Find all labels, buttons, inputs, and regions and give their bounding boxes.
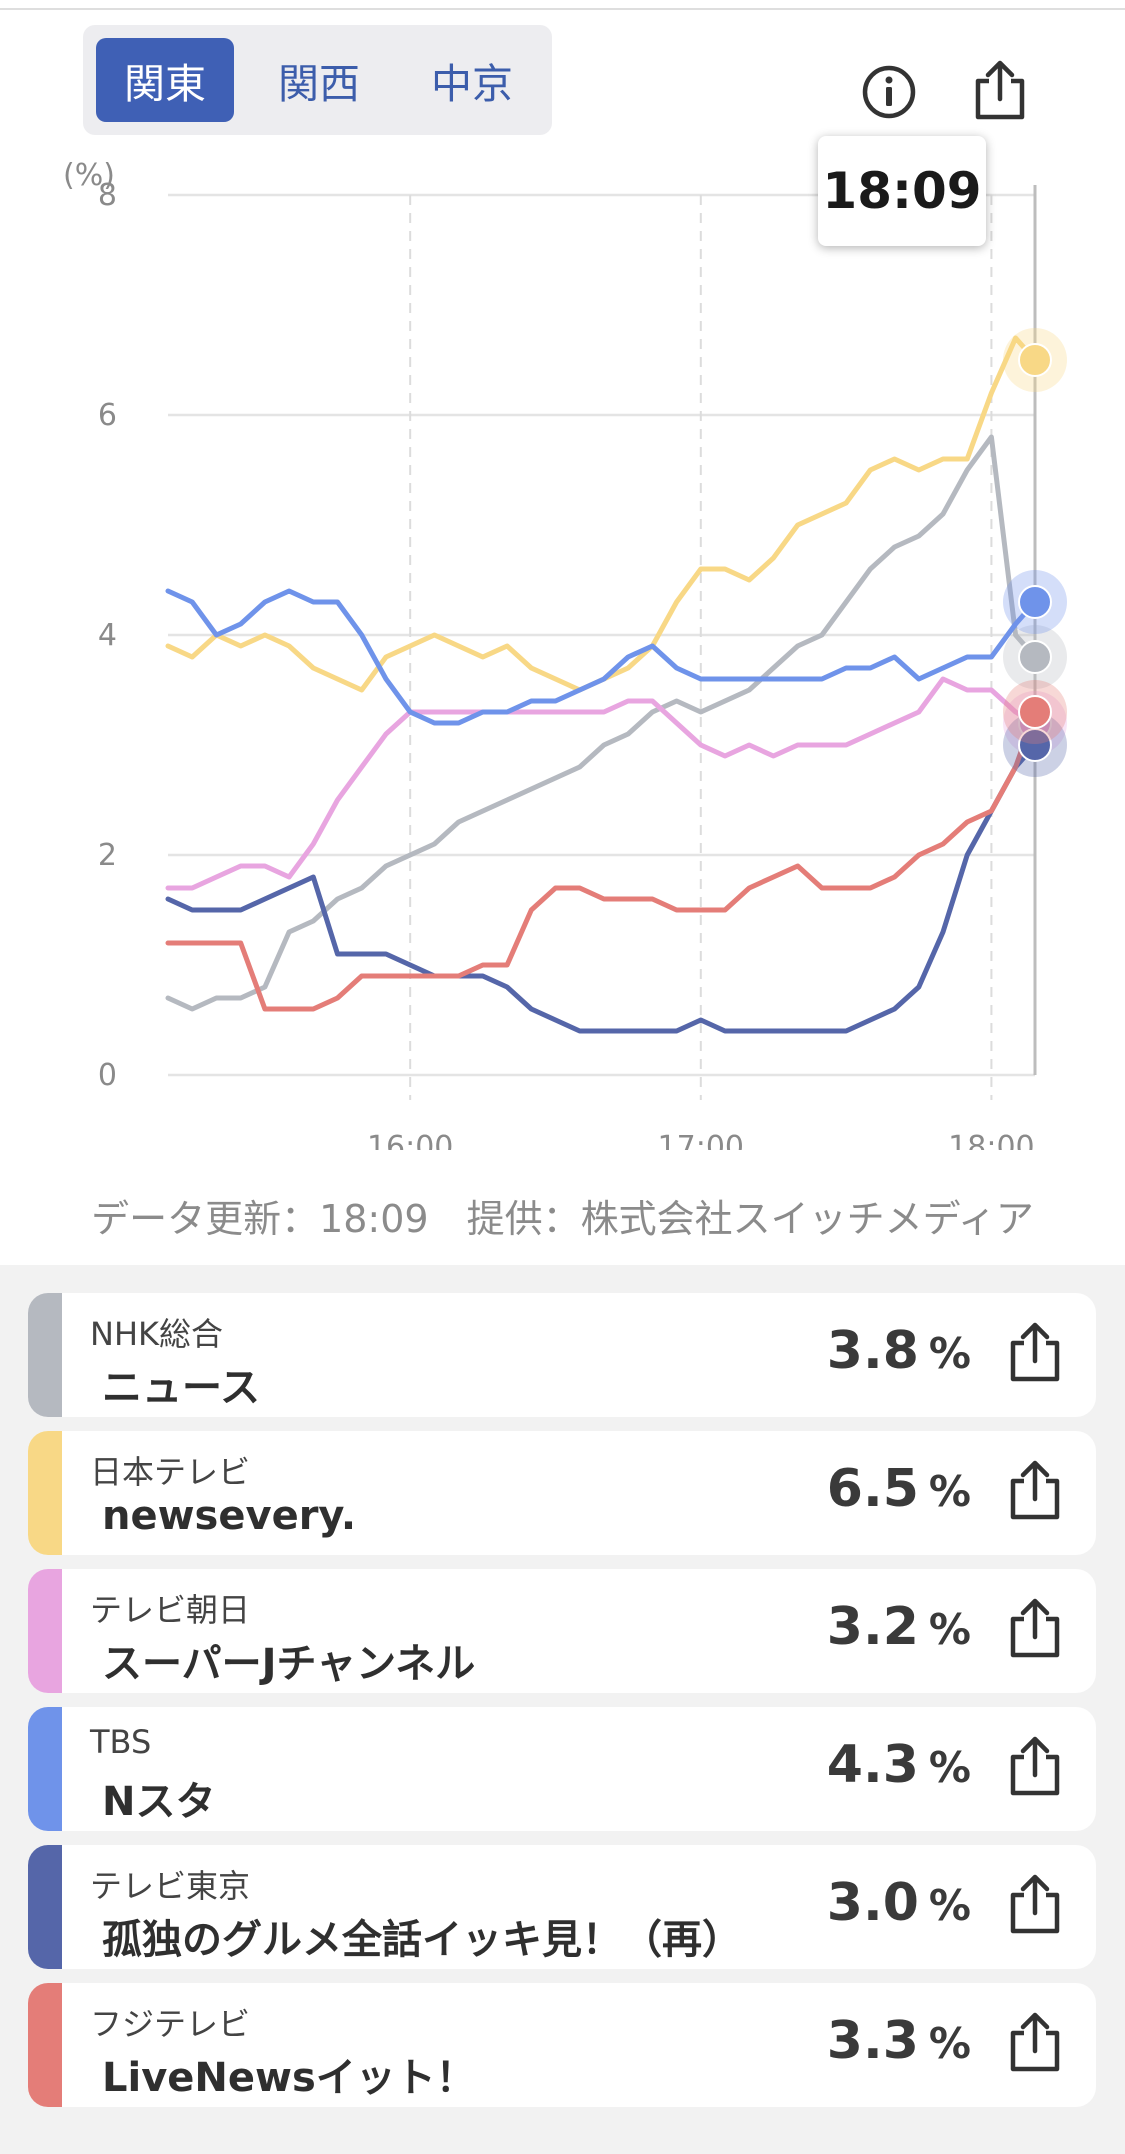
x-tick-label: 16:00 bbox=[367, 1130, 453, 1150]
rating-value: 3.0% bbox=[826, 1873, 971, 1933]
channel-name: フジテレビ bbox=[90, 2005, 251, 2043]
channel-card-nhk[interactable]: NHK総合 ニュース 3.8% bbox=[28, 1293, 1096, 1417]
share-icon[interactable] bbox=[1000, 1455, 1070, 1525]
channel-card-ntv[interactable]: 日本テレビ newsevery. 6.5% bbox=[28, 1431, 1096, 1555]
tab-chukyo[interactable]: 中京 bbox=[431, 60, 513, 108]
y-tick-label: 4 bbox=[98, 618, 117, 653]
channel-color-bar bbox=[28, 1293, 62, 1417]
series-end-point bbox=[1018, 343, 1052, 377]
series-line bbox=[165, 709, 1038, 1012]
series-line bbox=[165, 335, 1038, 693]
program-name: newsevery. bbox=[102, 1493, 357, 1539]
channel-name: NHK総合 bbox=[90, 1315, 223, 1353]
y-tick-label: 0 bbox=[98, 1058, 117, 1093]
series-line bbox=[165, 588, 1038, 726]
share-icon[interactable] bbox=[1000, 1731, 1070, 1801]
data-credit: データ更新：18:09 提供：株式会社スイッチメディア bbox=[91, 1197, 1034, 1241]
program-name: ニュース bbox=[102, 1365, 260, 1411]
share-icon[interactable] bbox=[1000, 1869, 1070, 1939]
series-line bbox=[165, 742, 1038, 1034]
series-line bbox=[165, 676, 1038, 891]
channel-name: テレビ朝日 bbox=[90, 1591, 251, 1629]
tab-kanto[interactable]: 関東 bbox=[96, 38, 234, 122]
series-end-point bbox=[1018, 585, 1052, 619]
y-tick-label: 2 bbox=[98, 838, 117, 873]
share-icon[interactable] bbox=[965, 55, 1035, 125]
tab-kansai[interactable]: 関西 bbox=[278, 60, 360, 108]
time-tooltip: 18:09 bbox=[818, 136, 986, 246]
ratings-line-chart: 0 2 4 6 8 16:00 17:00 18:00 (%) bbox=[63, 158, 1067, 1150]
channel-card-tv-asahi[interactable]: テレビ朝日 スーパーJチャンネル 3.2% bbox=[28, 1569, 1096, 1693]
channel-color-bar bbox=[28, 1983, 62, 2107]
channel-color-bar bbox=[28, 1569, 62, 1693]
program-name: Nスタ bbox=[102, 1779, 216, 1825]
y-axis-unit: (%) bbox=[63, 158, 115, 193]
channel-color-bar bbox=[28, 1845, 62, 1969]
rating-value: 3.8% bbox=[826, 1321, 971, 1381]
rating-value: 4.3% bbox=[826, 1735, 971, 1795]
rating-value: 3.3% bbox=[826, 2011, 971, 2071]
channel-name: テレビ東京 bbox=[90, 1867, 251, 1905]
channel-name: TBS bbox=[90, 1723, 152, 1761]
x-tick-label: 18:00 bbox=[948, 1130, 1034, 1150]
series-end-point bbox=[1018, 695, 1052, 729]
y-tick-label: 6 bbox=[98, 398, 117, 433]
channel-list: NHK総合 ニュース 3.8% 日本テレビ newsevery. 6.5% テレ… bbox=[0, 1265, 1125, 2154]
x-tick-label: 17:00 bbox=[658, 1130, 744, 1150]
series-line bbox=[165, 434, 1038, 1012]
series-end-point bbox=[1018, 640, 1052, 674]
share-icon[interactable] bbox=[1000, 1317, 1070, 1387]
share-icon[interactable] bbox=[1000, 1593, 1070, 1663]
share-icon[interactable] bbox=[1000, 2007, 1070, 2077]
channel-card-tv-tokyo[interactable]: テレビ東京 孤独のグルメ全話イッキ見！（再） 3.0% bbox=[28, 1845, 1096, 1969]
top-divider bbox=[0, 8, 1125, 10]
rating-value: 3.2% bbox=[826, 1597, 971, 1657]
program-name: LiveNewsイット！ bbox=[102, 2055, 476, 2101]
y-tick-label: 8 bbox=[98, 178, 117, 213]
rating-value: 6.5% bbox=[826, 1459, 971, 1519]
info-icon[interactable] bbox=[854, 57, 924, 127]
channel-color-bar bbox=[28, 1431, 62, 1555]
channel-name: 日本テレビ bbox=[90, 1453, 251, 1491]
channel-card-tbs[interactable]: TBS Nスタ 4.3% bbox=[28, 1707, 1096, 1831]
channel-card-fuji[interactable]: フジテレビ LiveNewsイット！ 3.3% bbox=[28, 1983, 1096, 2107]
channel-color-bar bbox=[28, 1707, 62, 1831]
program-name: 孤独のグルメ全話イッキ見！（再） bbox=[102, 1917, 742, 1963]
region-tabs: 関東 関西 中京 bbox=[83, 25, 552, 135]
program-name: スーパーJチャンネル bbox=[102, 1641, 476, 1687]
